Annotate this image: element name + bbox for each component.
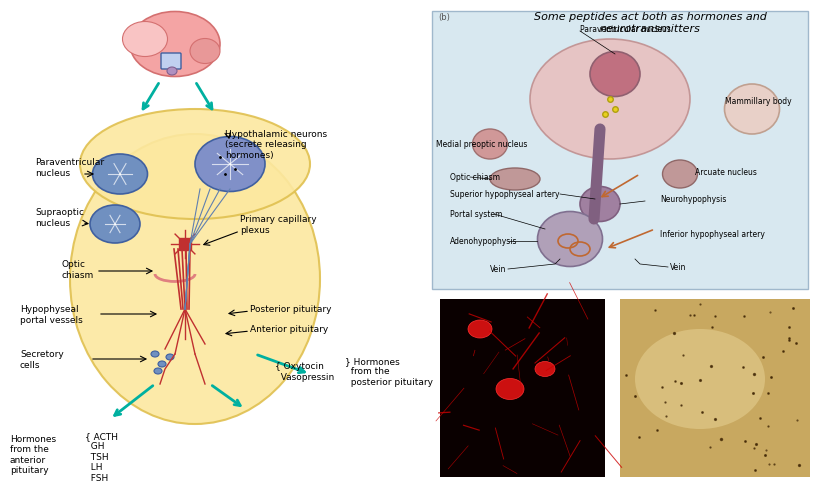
Text: Supraoptic
nucleus: Supraoptic nucleus (35, 208, 84, 227)
Text: (b): (b) (438, 13, 450, 22)
Text: Primary capillary
plexus: Primary capillary plexus (240, 215, 317, 234)
Ellipse shape (80, 110, 310, 220)
Ellipse shape (663, 161, 698, 189)
Text: Secretory
cells: Secretory cells (20, 349, 63, 369)
Ellipse shape (590, 52, 640, 97)
FancyBboxPatch shape (432, 12, 808, 289)
Text: Hypothalamic neurons
(secrete releasing
hormones): Hypothalamic neurons (secrete releasing … (225, 130, 327, 159)
Text: Hypophyseal
portal vessels: Hypophyseal portal vessels (20, 304, 83, 324)
Text: } Hormones
  from the
  posterior pituitary: } Hormones from the posterior pituitary (345, 356, 433, 386)
FancyBboxPatch shape (620, 300, 810, 477)
Ellipse shape (190, 39, 220, 64)
Text: Paraventricular nucleus: Paraventricular nucleus (580, 26, 671, 34)
Ellipse shape (472, 130, 507, 160)
Text: Mammillary body: Mammillary body (725, 97, 792, 106)
Ellipse shape (167, 68, 177, 76)
Text: Some peptides act both as hormones and neurotransmitters: Some peptides act both as hormones and n… (533, 12, 767, 33)
Text: Vein: Vein (490, 265, 506, 274)
Text: Optic chiasm: Optic chiasm (450, 173, 500, 182)
Ellipse shape (151, 351, 159, 357)
Ellipse shape (468, 320, 492, 338)
FancyBboxPatch shape (161, 54, 181, 70)
Text: Superior hypophyseal artery: Superior hypophyseal artery (450, 190, 559, 199)
Ellipse shape (122, 22, 168, 58)
Ellipse shape (93, 155, 147, 195)
Ellipse shape (130, 13, 220, 77)
Ellipse shape (535, 362, 555, 377)
Ellipse shape (490, 168, 540, 191)
Text: Portal system: Portal system (450, 210, 502, 219)
Ellipse shape (537, 212, 602, 267)
Ellipse shape (530, 40, 690, 160)
Ellipse shape (158, 361, 166, 367)
Text: { Oxytocin
  Vasopressin: { Oxytocin Vasopressin (275, 362, 335, 381)
Text: Paraventricular
nucleus: Paraventricular nucleus (35, 158, 104, 177)
Text: Inferior hypophyseal artery: Inferior hypophyseal artery (660, 230, 765, 239)
Ellipse shape (154, 368, 162, 374)
FancyBboxPatch shape (440, 300, 605, 477)
Ellipse shape (635, 329, 765, 429)
Ellipse shape (70, 135, 320, 424)
Text: Hormones
from the
anterior
pituitary: Hormones from the anterior pituitary (10, 434, 56, 474)
Text: Medial preoptic nucleus: Medial preoptic nucleus (436, 140, 527, 149)
Text: Posterior pituitary: Posterior pituitary (250, 305, 331, 314)
Text: Neurohypophysis: Neurohypophysis (660, 195, 726, 204)
Text: Adenohypophysis: Adenohypophysis (450, 237, 518, 246)
Ellipse shape (166, 354, 174, 360)
Text: Anterior pituitary: Anterior pituitary (250, 325, 328, 334)
Ellipse shape (90, 206, 140, 243)
Ellipse shape (580, 187, 620, 222)
Text: { ACTH
  GH
  TSH
  LH
  FSH
  Prolactin: { ACTH GH TSH LH FSH Prolactin (85, 431, 130, 484)
Ellipse shape (496, 378, 524, 400)
Ellipse shape (195, 137, 265, 192)
Text: Optic
chiasm: Optic chiasm (62, 260, 94, 279)
Ellipse shape (724, 85, 780, 135)
Text: Arcuate nucleus: Arcuate nucleus (695, 168, 757, 177)
Text: Vein: Vein (670, 263, 686, 272)
